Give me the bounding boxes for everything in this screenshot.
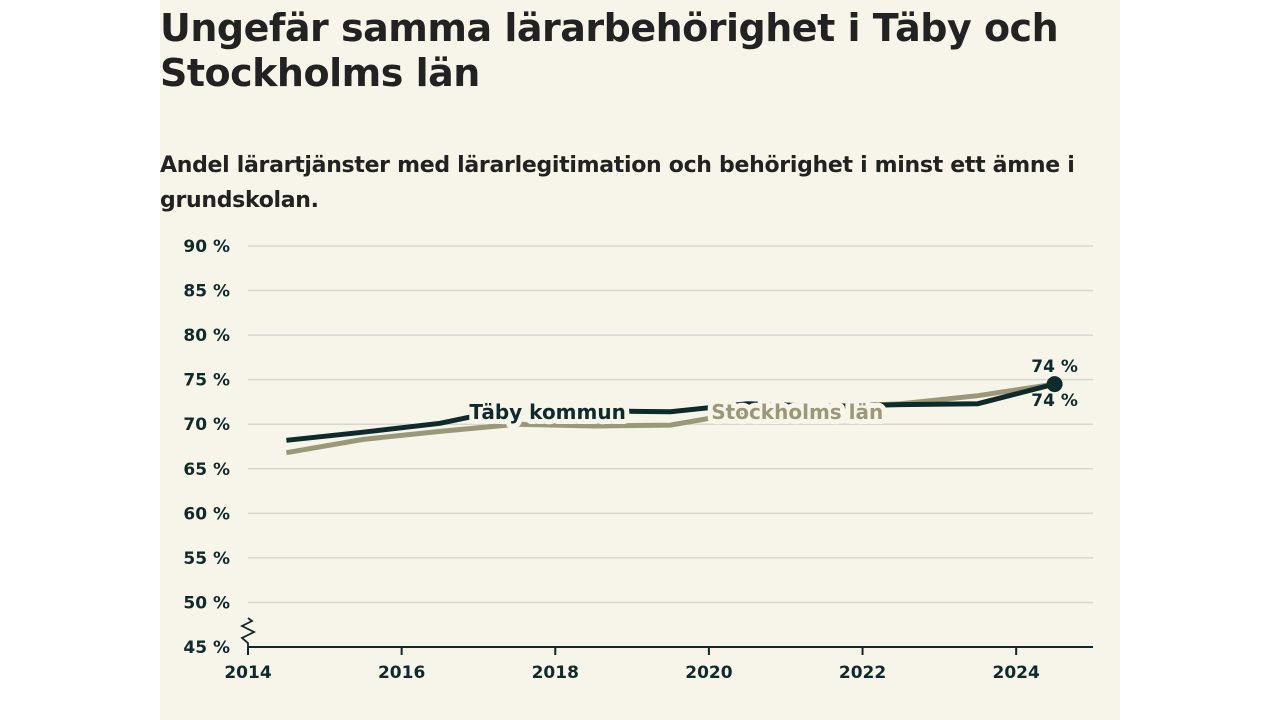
- x-tick-label: 2022: [839, 663, 886, 683]
- y-tick-label: 85 %: [183, 282, 230, 302]
- series-label-stockholm: Stockholms län: [711, 400, 883, 424]
- chart-title: Ungefär samma lärarbehörighet i Täby och…: [160, 6, 1059, 95]
- y-tick-label: 55 %: [183, 549, 230, 569]
- y-tick-label: 60 %: [183, 504, 230, 524]
- chart-subtitle: Andel lärartjänster med lärarlegitimatio…: [160, 153, 1075, 213]
- end-value-label-taby: 74 %: [1031, 357, 1078, 377]
- x-tick-label: 2018: [532, 663, 579, 683]
- series-line-stockholm: [285, 381, 1055, 456]
- x-tick-label: 2024: [993, 663, 1040, 683]
- x-tick-label: 2016: [378, 663, 425, 683]
- y-tick-label: 75 %: [183, 371, 230, 391]
- y-tick-label: 70 %: [183, 415, 230, 435]
- series-label-stockholm-halo: Stockholms län: [711, 400, 883, 424]
- y-tick-label: 50 %: [183, 593, 230, 613]
- series-label-taby: Täby kommun: [469, 400, 626, 424]
- axis-break-icon: [239, 617, 257, 647]
- y-tick-label: 45 %: [183, 638, 230, 658]
- series-line-taby: [286, 381, 1056, 443]
- end-value-label-stockholm: 74 %: [1031, 391, 1078, 411]
- series-label-taby-halo: Täby kommun: [469, 400, 626, 424]
- x-tick-label: 2020: [685, 663, 732, 683]
- y-tick-label: 90 %: [183, 237, 230, 257]
- y-tick-label: 80 %: [183, 326, 230, 346]
- x-tick-label: 2014: [224, 663, 271, 683]
- chart-panel: [160, 0, 1120, 720]
- y-tick-label: 65 %: [183, 460, 230, 480]
- series-end-point: [1046, 376, 1063, 393]
